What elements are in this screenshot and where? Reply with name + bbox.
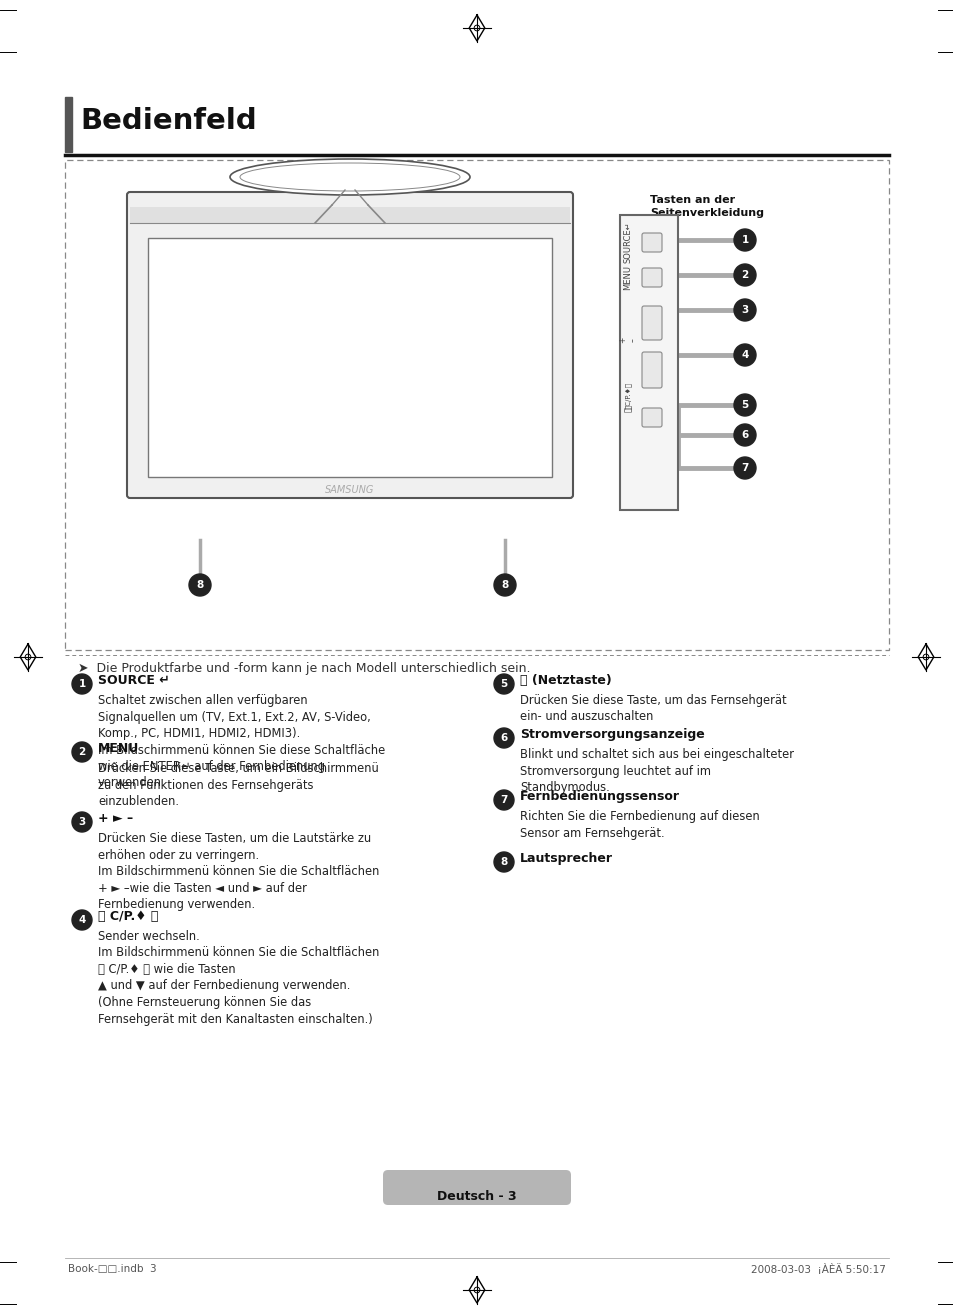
Text: 4: 4	[78, 915, 86, 925]
Text: +
–: + –	[618, 336, 637, 343]
Text: Drücken Sie diese Taste, um ein Bildschirmmenü
zu den Funktionen des Fernsehgerä: Drücken Sie diese Taste, um ein Bildschi…	[98, 762, 378, 808]
Text: Blinkt und schaltet sich aus bei eingeschalteter
Stromversorgung leuchtet auf im: Blinkt und schaltet sich aus bei eingesc…	[519, 748, 793, 794]
Circle shape	[733, 344, 755, 367]
FancyBboxPatch shape	[641, 352, 661, 388]
Circle shape	[733, 424, 755, 445]
Circle shape	[71, 674, 91, 694]
Circle shape	[733, 264, 755, 286]
Text: + ► –: + ► –	[98, 812, 133, 825]
Text: 8: 8	[196, 579, 203, 590]
Text: Sender wechseln.
Im Bildschirmmenü können Sie die Schaltflächen
〈 C/P.♦ 〉 wie di: Sender wechseln. Im Bildschirmmenü könne…	[98, 930, 379, 1025]
Text: Richten Sie die Fernbedienung auf diesen
Sensor am Fernsehgerät.: Richten Sie die Fernbedienung auf diesen…	[519, 809, 759, 840]
Bar	[65, 160, 888, 650]
Circle shape	[494, 851, 514, 872]
Circle shape	[494, 790, 514, 809]
Bar	[619, 215, 678, 510]
Text: ⏻ (Netztaste): ⏻ (Netztaste)	[519, 674, 611, 687]
Text: MENU: MENU	[98, 742, 139, 756]
Text: MENU: MENU	[623, 264, 632, 289]
Circle shape	[494, 574, 516, 597]
Text: 8: 8	[501, 579, 508, 590]
Text: SOURCE↵: SOURCE↵	[623, 221, 632, 263]
Text: 3: 3	[740, 305, 748, 315]
Text: 〈 C/P.♦ 〉: 〈 C/P.♦ 〉	[98, 911, 158, 922]
Circle shape	[71, 742, 91, 762]
Text: 6: 6	[500, 733, 507, 742]
Text: 7: 7	[499, 795, 507, 805]
FancyBboxPatch shape	[641, 268, 661, 286]
Text: Stromversorgungsanzeige: Stromversorgungsanzeige	[519, 728, 704, 741]
Text: 5: 5	[740, 399, 748, 410]
FancyBboxPatch shape	[641, 306, 661, 340]
FancyBboxPatch shape	[127, 192, 573, 498]
Text: SOURCE ↵: SOURCE ↵	[98, 674, 170, 687]
Text: 1: 1	[78, 679, 86, 689]
Circle shape	[494, 728, 514, 748]
Text: Book-□□.indb  3: Book-□□.indb 3	[68, 1264, 156, 1275]
Text: SAMSUNG: SAMSUNG	[325, 485, 375, 495]
Circle shape	[733, 457, 755, 480]
FancyBboxPatch shape	[641, 233, 661, 252]
Text: Fernbedienungssensor: Fernbedienungssensor	[519, 790, 679, 803]
Text: 2008-03-03  ¡ÀÈÄ 5:50:17: 2008-03-03 ¡ÀÈÄ 5:50:17	[750, 1264, 885, 1275]
Text: Deutsch - 3: Deutsch - 3	[436, 1190, 517, 1204]
Text: 4: 4	[740, 350, 748, 360]
Bar	[65, 97, 71, 152]
Text: Bedienfeld: Bedienfeld	[80, 106, 256, 135]
Circle shape	[733, 394, 755, 417]
Text: Drücken Sie diese Taste, um das Fernsehgerät
ein- und auszuschalten: Drücken Sie diese Taste, um das Fernsehg…	[519, 694, 786, 724]
Text: 〈C/P.♦〉: 〈C/P.♦〉	[624, 381, 631, 409]
Text: ⏻: ⏻	[623, 407, 632, 413]
Text: 7: 7	[740, 463, 748, 473]
Circle shape	[189, 574, 211, 597]
Text: 8: 8	[500, 857, 507, 867]
Ellipse shape	[230, 159, 470, 194]
Text: ➤  Die Produktfarbe und -form kann je nach Modell unterschiedlich sein.: ➤ Die Produktfarbe und -form kann je nac…	[78, 662, 530, 675]
Text: Tasten an der: Tasten an der	[649, 194, 735, 205]
Circle shape	[71, 911, 91, 930]
Bar	[130, 208, 569, 223]
Text: 2: 2	[740, 269, 748, 280]
Text: 3: 3	[78, 817, 86, 827]
Text: 6: 6	[740, 430, 748, 440]
Circle shape	[733, 229, 755, 251]
Text: 5: 5	[500, 679, 507, 689]
Bar	[148, 238, 552, 477]
Text: 2: 2	[78, 746, 86, 757]
Circle shape	[733, 300, 755, 321]
Circle shape	[71, 812, 91, 832]
Text: Seitenverkleidung: Seitenverkleidung	[649, 208, 763, 218]
Text: Lautsprecher: Lautsprecher	[519, 851, 613, 865]
Text: 1: 1	[740, 235, 748, 244]
Circle shape	[494, 674, 514, 694]
FancyBboxPatch shape	[641, 409, 661, 427]
Text: Drücken Sie diese Tasten, um die Lautstärke zu
erhöhen oder zu verringern.
Im Bi: Drücken Sie diese Tasten, um die Lautstä…	[98, 832, 379, 911]
FancyBboxPatch shape	[382, 1169, 571, 1205]
Text: Schaltet zwischen allen verfügbaren
Signalquellen um (TV, Ext.1, Ext.2, AV, S-Vi: Schaltet zwischen allen verfügbaren Sign…	[98, 694, 385, 790]
